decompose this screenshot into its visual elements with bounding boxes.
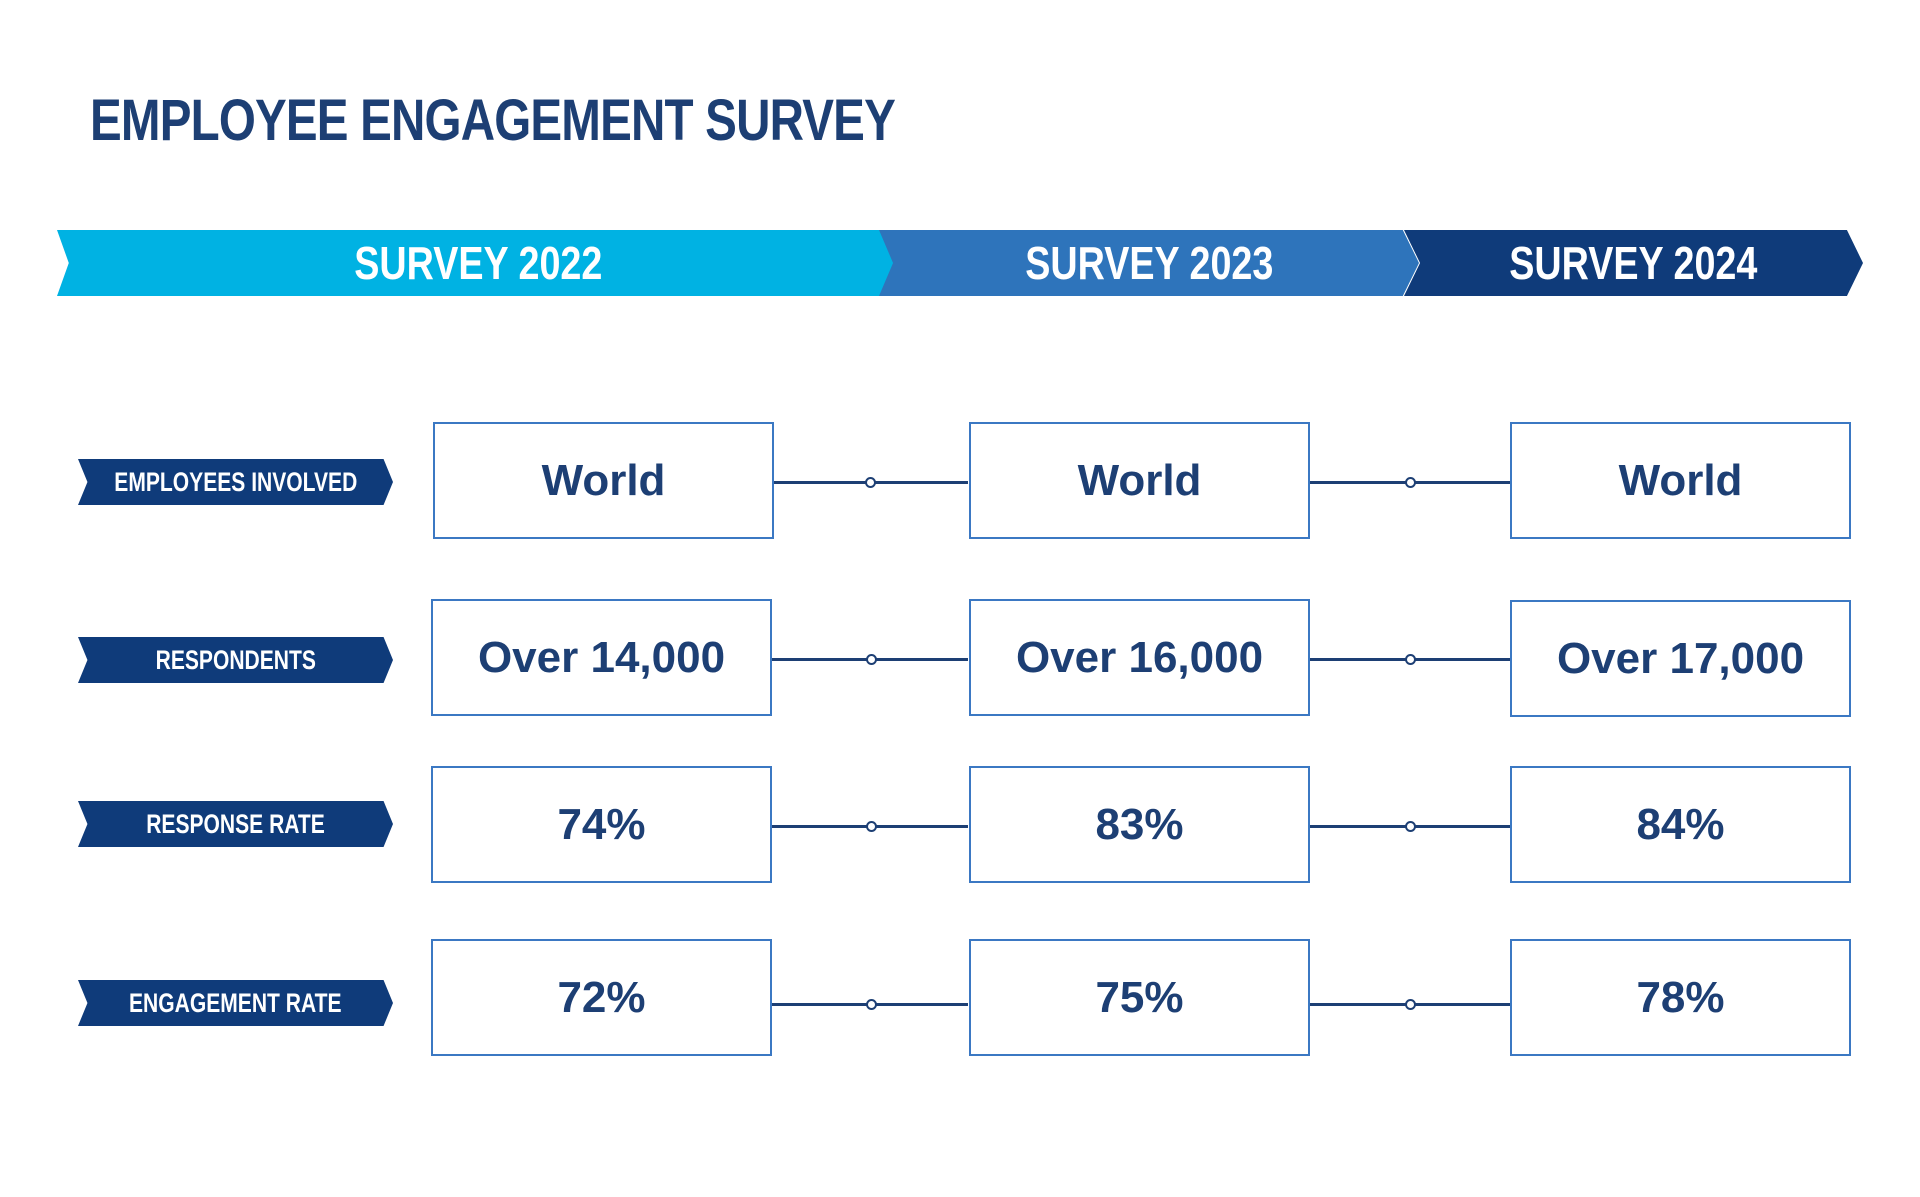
cell-engagement-rate-2022: 72% xyxy=(431,939,772,1056)
survey-2023-header: SURVEY 2023 xyxy=(879,230,1419,296)
cell-respondents-2024: Over 17,000 xyxy=(1510,600,1851,717)
connector-dot xyxy=(1405,477,1416,488)
cell-employees-2024: World xyxy=(1510,422,1851,539)
connector-dot xyxy=(1405,999,1416,1010)
connector-dot xyxy=(866,654,877,665)
cell-engagement-rate-2023: 75% xyxy=(969,939,1310,1056)
connector-dot xyxy=(1405,821,1416,832)
connector-dot xyxy=(866,821,877,832)
row-label-text: EMPLOYEES INVOLVED xyxy=(113,466,358,497)
cell-employees-2023: World xyxy=(969,422,1310,539)
page-title: EMPLOYEE ENGAGEMENT SURVEY xyxy=(90,88,896,153)
row-label-response-rate: RESPONSE RATE xyxy=(78,801,393,847)
connector-dot xyxy=(1405,654,1416,665)
connector-dot xyxy=(866,999,877,1010)
cell-response-rate-2024: 84% xyxy=(1510,766,1851,883)
survey-2022-label: SURVEY 2022 xyxy=(353,237,603,289)
cell-engagement-rate-2024: 78% xyxy=(1510,939,1851,1056)
cell-respondents-2022: Over 14,000 xyxy=(431,599,772,716)
row-label-text: RESPONDENTS xyxy=(155,644,316,675)
cell-respondents-2023: Over 16,000 xyxy=(969,599,1310,716)
row-label-text: RESPONSE RATE xyxy=(146,808,325,839)
survey-2022-header: SURVEY 2022 xyxy=(57,230,899,296)
cell-response-rate-2022: 74% xyxy=(431,766,772,883)
row-label-engagement-rate: ENGAGEMENT RATE xyxy=(78,980,393,1026)
row-label-respondents: RESPONDENTS xyxy=(78,637,393,683)
survey-2024-header: SURVEY 2024 xyxy=(1404,230,1863,296)
cell-response-rate-2023: 83% xyxy=(969,766,1310,883)
cell-employees-2022: World xyxy=(433,422,774,539)
row-label-text: ENGAGEMENT RATE xyxy=(129,987,342,1018)
survey-2024-label: SURVEY 2024 xyxy=(1509,237,1758,289)
survey-2023-label: SURVEY 2023 xyxy=(1024,237,1274,289)
row-label-employees-involved: EMPLOYEES INVOLVED xyxy=(78,459,393,505)
connector-dot xyxy=(865,477,876,488)
